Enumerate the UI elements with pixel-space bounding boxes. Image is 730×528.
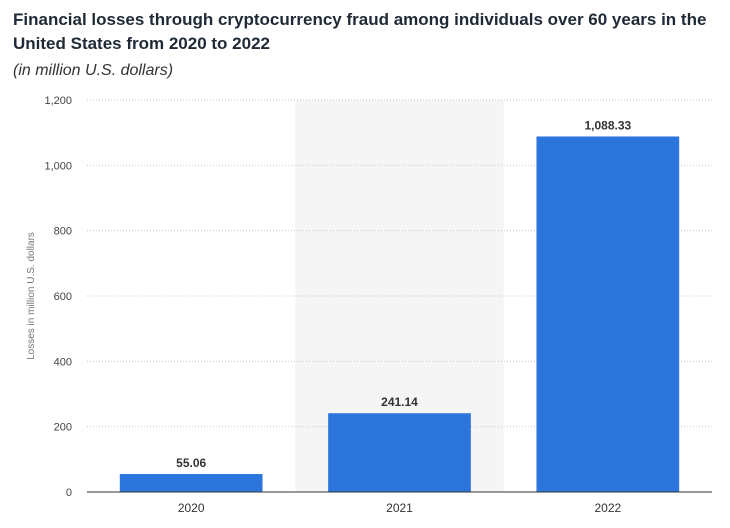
data-label-2020: 55.06 xyxy=(176,456,206,470)
y-axis-label: Losses in million U.S. dollars xyxy=(26,232,37,360)
chart-subtitle: (in million U.S. dollars) xyxy=(13,62,174,79)
bar-2021 xyxy=(328,413,471,492)
y-tick-label: 600 xyxy=(54,291,72,303)
bar-layer xyxy=(119,136,680,492)
data-label-2021: 241.14 xyxy=(381,395,418,409)
y-tick-label: 0 xyxy=(66,487,72,499)
chart-title: Financial losses through cryptocurrency … xyxy=(13,10,707,53)
y-tick-layer: 0 200 400 600 800 1,000 1,200 xyxy=(44,95,72,499)
y-tick-label: 1,200 xyxy=(44,95,72,107)
y-tick-label: 800 xyxy=(54,226,72,238)
data-label-layer: 55.06 241.14 1,088.33 xyxy=(176,118,631,470)
data-label-2022: 1,088.33 xyxy=(584,118,631,132)
y-tick-label: 1,000 xyxy=(44,160,72,172)
x-tick-label-2022: 2022 xyxy=(594,501,621,515)
x-tick-layer: 2020 2021 2022 xyxy=(178,501,622,515)
bar-2020 xyxy=(119,474,263,492)
x-tick-label-2020: 2020 xyxy=(178,501,205,515)
y-tick-label: 400 xyxy=(54,356,72,368)
bar-2022 xyxy=(536,136,680,492)
y-tick-label: 200 xyxy=(54,422,72,434)
x-tick-label-2021: 2021 xyxy=(386,501,413,515)
